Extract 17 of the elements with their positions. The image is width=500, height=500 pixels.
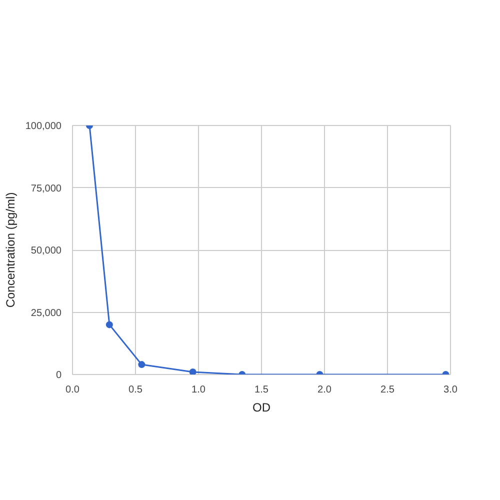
x-tick-label: 1.5 — [254, 384, 269, 396]
x-tick-label: 1.0 — [192, 384, 206, 396]
x-tick-label: 0.5 — [128, 384, 143, 396]
y-tick-label: 25,000 — [30, 308, 62, 319]
x-tick-label: 0.0 — [66, 384, 80, 396]
y-tick-label: 75,000 — [30, 183, 62, 194]
x-tick-label: 3.0 — [444, 384, 458, 396]
y-tick-label: 0 — [56, 370, 62, 381]
point — [138, 361, 146, 368]
x-axis-title: OD — [252, 400, 271, 414]
point — [189, 368, 196, 374]
point — [106, 321, 113, 328]
y-axis-title: Concentration (pg/ml) — [3, 192, 18, 308]
y-tick-label: 50,000 — [30, 246, 62, 256]
x-tick-label: 2.5 — [380, 384, 395, 396]
x-tick-label: 2.0 — [318, 384, 332, 396]
y-tick-label: 100,000 — [25, 121, 62, 132]
